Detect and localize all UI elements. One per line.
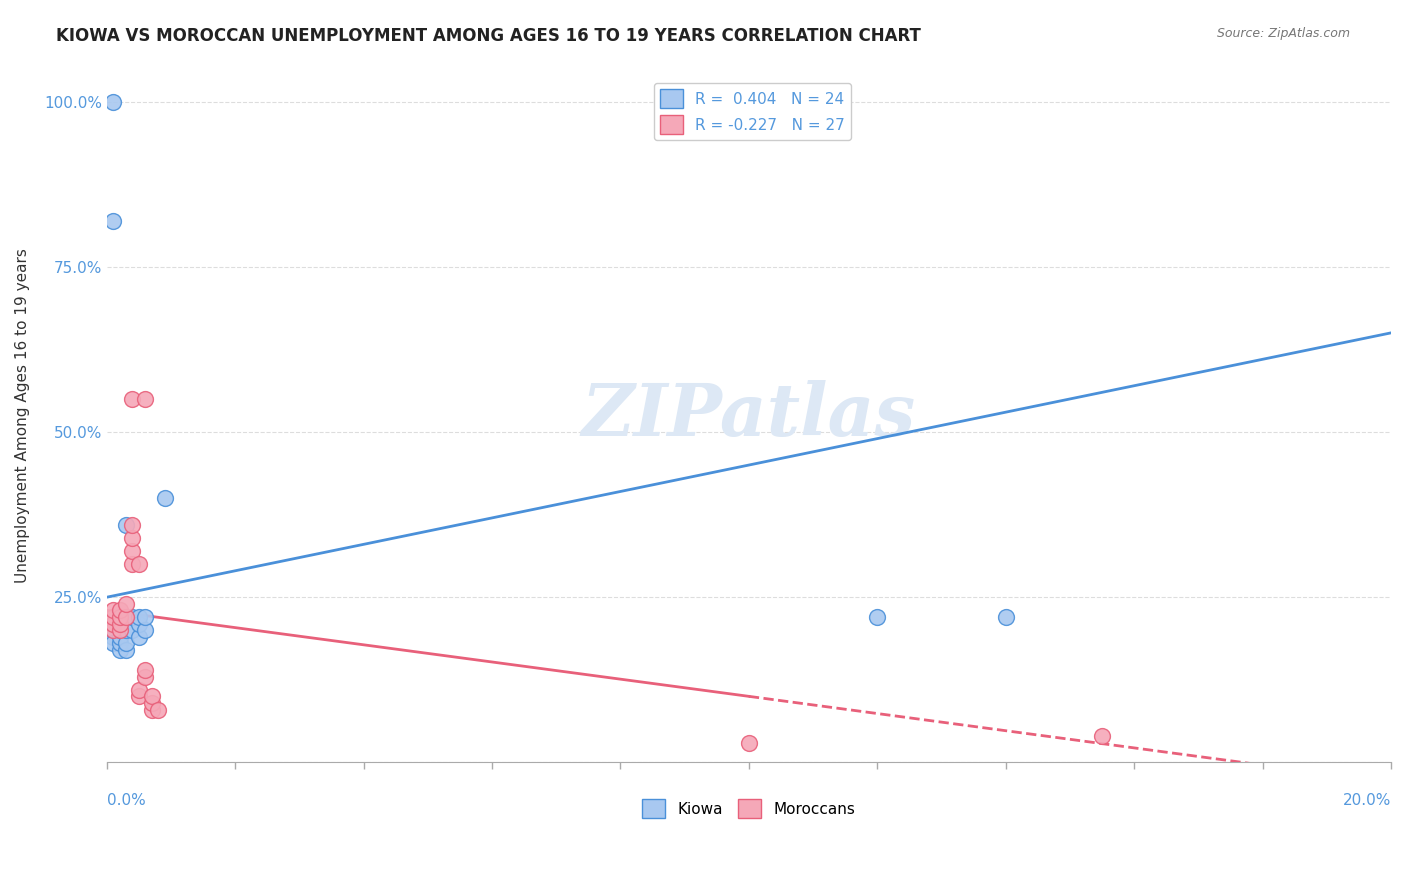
Point (134, 610, 156, 624)
Point (994, 610, 1017, 624)
Point (101, 610, 124, 624)
Point (146, 702, 169, 716)
Point (108, 636, 131, 650)
Point (121, 610, 143, 624)
Point (121, 624, 143, 638)
Point (101, 636, 124, 650)
Point (121, 531, 143, 545)
Point (108, 610, 131, 624)
Text: 20.0%: 20.0% (1343, 793, 1391, 808)
Point (101, 624, 124, 638)
Point (115, 636, 138, 650)
Y-axis label: Unemployment Among Ages 16 to 19 years: Unemployment Among Ages 16 to 19 years (15, 248, 30, 582)
Point (108, 630, 131, 644)
Point (1091, 729, 1114, 743)
Point (101, 624, 124, 638)
Point (121, 557, 143, 571)
Point (108, 616, 131, 631)
Point (108, 643, 131, 657)
Point (128, 690, 150, 704)
Legend: Kiowa, Moroccans: Kiowa, Moroccans (637, 793, 862, 824)
Point (128, 557, 150, 571)
Point (101, 630, 124, 644)
Point (115, 597, 138, 611)
Point (115, 624, 138, 638)
Point (134, 663, 156, 677)
Point (128, 630, 150, 644)
Point (101, 603, 124, 617)
Point (101, 616, 124, 631)
Point (115, 517, 138, 532)
Point (108, 624, 131, 638)
Point (866, 610, 889, 624)
Point (738, 736, 761, 750)
Point (108, 610, 131, 624)
Point (141, 696, 163, 710)
Point (141, 702, 163, 716)
Text: Source: ZipAtlas.com: Source: ZipAtlas.com (1216, 27, 1350, 40)
Text: ZIPatlas: ZIPatlas (582, 380, 915, 451)
Point (115, 610, 138, 624)
Point (128, 616, 150, 631)
Point (121, 544, 143, 558)
Point (121, 392, 143, 406)
Point (108, 603, 131, 617)
Point (128, 682, 150, 697)
Point (134, 392, 156, 406)
Point (101, 213, 124, 227)
Point (141, 690, 163, 704)
Point (134, 669, 156, 683)
Point (128, 610, 150, 624)
Text: KIOWA VS MOROCCAN UNEMPLOYMENT AMONG AGES 16 TO 19 YEARS CORRELATION CHART: KIOWA VS MOROCCAN UNEMPLOYMENT AMONG AGE… (56, 27, 921, 45)
Point (134, 624, 156, 638)
Point (115, 643, 138, 657)
Point (121, 517, 143, 532)
Text: 0.0%: 0.0% (107, 793, 145, 808)
Point (108, 624, 131, 638)
Point (153, 491, 176, 505)
Point (101, 95, 124, 109)
